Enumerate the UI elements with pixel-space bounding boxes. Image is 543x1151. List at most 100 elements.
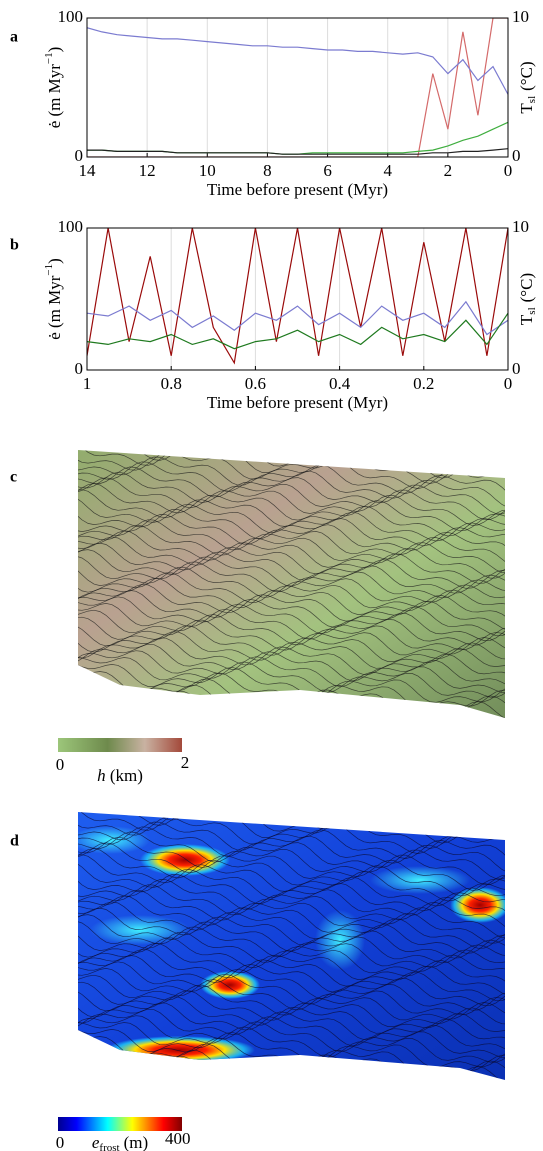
label-superscript: −1: [43, 52, 55, 64]
x-axis-label: Time before present (Myr): [207, 180, 388, 199]
contour-line: [78, 1062, 505, 1080]
label-subscript: sl: [526, 307, 538, 314]
y2-tick-label: 10: [512, 7, 529, 26]
contour-line: [78, 831, 505, 880]
contour-line: [78, 1022, 505, 1063]
contour-line: [78, 1008, 505, 1051]
y-tick-label: 0: [75, 146, 84, 165]
x-tick-label: 12: [139, 161, 156, 180]
plot-frame: [86, 17, 509, 158]
y-tick-label: 0: [75, 359, 84, 378]
contour-line: [78, 643, 505, 686]
contour-line: [78, 650, 505, 694]
x-axis-label: Time before present (Myr): [207, 393, 388, 412]
colorbar-min: 0: [56, 1133, 65, 1151]
series-line: [87, 148, 508, 155]
series-line: [87, 312, 508, 350]
contour-line: [78, 536, 505, 584]
panel-letter: d: [10, 833, 19, 850]
frost-map-image: [78, 812, 505, 1080]
contour-line: [78, 812, 505, 849]
plot-frame: [86, 227, 509, 371]
x-tick-label: 0: [504, 374, 513, 393]
contour-line: [78, 471, 505, 521]
contour-line: [78, 842, 505, 891]
label-unit: (m): [124, 1133, 149, 1151]
y2-tick-label: 0: [512, 359, 521, 378]
colorbar: [58, 1117, 182, 1131]
contour-line: [78, 662, 505, 703]
y-axis-label: ė (m Myr−1): [43, 47, 64, 129]
y2-tick-label: 10: [512, 217, 529, 236]
series-line: [87, 228, 508, 365]
contour-line: [78, 836, 505, 886]
label-symbol: T: [517, 103, 536, 114]
contour-line: [78, 895, 505, 944]
contour-line: [78, 1015, 505, 1059]
contour-line: [78, 483, 505, 532]
label-symbol: h: [97, 766, 106, 785]
contour-line: [78, 937, 505, 974]
y-tick-label: 100: [58, 7, 84, 26]
series-line: [87, 18, 508, 157]
colorbar-max: 2: [181, 753, 190, 772]
y2-tick-label: 0: [512, 146, 521, 165]
contour-line: [78, 974, 505, 1016]
frost-patch: [450, 887, 505, 923]
x-tick-label: 6: [323, 161, 332, 180]
contour-line: [78, 943, 505, 984]
contour-line: [78, 889, 505, 939]
label-symbol: e: [92, 1133, 100, 1151]
contour-line: [78, 603, 505, 646]
label-unit: (km): [110, 766, 143, 785]
contour-line: [78, 1069, 505, 1080]
label-superscript: −1: [43, 264, 55, 276]
label-close: ): [45, 258, 64, 264]
label-text: ė (m Myr: [45, 275, 64, 340]
x-tick-label: 0.6: [245, 374, 266, 393]
x-tick-label: 4: [383, 161, 392, 180]
contour-line: [78, 450, 505, 484]
colorbar-label: efrost (m): [92, 1133, 148, 1151]
contour-line: [78, 609, 505, 651]
contour-line: [78, 704, 505, 718]
colorbar-label: h (km): [97, 766, 143, 785]
label-unit: (°C): [517, 273, 536, 302]
y-axis-label: ė (m Myr−1): [43, 258, 64, 340]
contour-line: [78, 596, 505, 641]
contour-line: [78, 948, 505, 996]
label-subscript: sl: [526, 96, 538, 103]
contour-line: [78, 583, 505, 631]
colorbar-min: 0: [56, 755, 65, 774]
y-tick-label: 100: [58, 217, 84, 236]
x-tick-label: 14: [79, 161, 97, 180]
series-line: [87, 121, 508, 155]
contour-line: [78, 590, 505, 637]
label-close: ): [45, 47, 64, 53]
frost-patch: [140, 844, 230, 876]
contour-line: [78, 879, 505, 916]
contour-line: [78, 860, 505, 907]
contour-line: [78, 657, 505, 698]
series-line: [87, 27, 508, 95]
contour-line: [78, 821, 505, 859]
contour-line: [78, 514, 505, 551]
contour-line: [78, 524, 505, 574]
contour-line: [78, 495, 505, 542]
panel-letter: a: [10, 29, 18, 46]
contour-line: [78, 968, 505, 1011]
x-tick-label: 0.8: [161, 374, 182, 393]
label-subscript: frost: [99, 1142, 119, 1151]
contour-line: [78, 848, 505, 897]
contour-line: [78, 914, 505, 959]
panel-letter: b: [10, 237, 19, 254]
contour-line: [78, 578, 505, 619]
contour-line: [78, 564, 505, 603]
frost-patch: [90, 915, 190, 945]
contour-line: [78, 920, 505, 964]
x-tick-label: 1: [83, 374, 92, 393]
label-text: ė (m Myr: [45, 64, 64, 129]
contour-line: [78, 466, 505, 515]
contour-line: [78, 519, 505, 564]
contour-line: [78, 549, 505, 594]
